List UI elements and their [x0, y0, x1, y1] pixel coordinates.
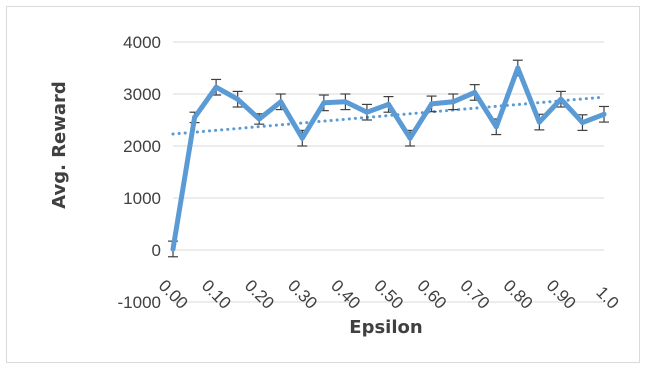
x-tick-label: 0.10 — [198, 276, 235, 313]
data-point — [256, 116, 262, 122]
x-tick-label: 0.70 — [456, 276, 493, 313]
x-tick-label: 0.20 — [241, 276, 278, 313]
line-chart: 4000 3000 2000 1000 0 -1000 0.00 0.10 0.20 0.30 0… — [49, 33, 623, 338]
y-tick-label: 1000 — [123, 189, 161, 208]
x-tick-label: 0.30 — [284, 276, 321, 313]
y-axis-title: Avg. Reward — [49, 81, 70, 209]
data-point — [278, 99, 284, 105]
y-tick-label: 2000 — [123, 137, 161, 156]
chart-frame: 4000 3000 2000 1000 0 -1000 0.00 0.10 0.20 0.30 0… — [6, 6, 640, 363]
x-tick-label: 1.0 — [592, 283, 622, 313]
y-tick-label: 3000 — [123, 85, 161, 104]
data-point — [536, 119, 542, 125]
error-bars — [168, 59, 609, 258]
data-point — [601, 111, 607, 117]
y-tick-label: -1000 — [118, 293, 161, 312]
data-point — [472, 89, 478, 95]
data-point — [321, 100, 327, 106]
data-point — [364, 109, 370, 115]
data-point — [170, 246, 176, 252]
data-point — [450, 99, 456, 105]
x-axis-ticks: 0.00 0.10 0.20 0.30 0.40 0.50 0.60 0.70 0.80 0.90… — [155, 276, 623, 313]
data-point — [386, 101, 391, 107]
data-point — [429, 101, 435, 107]
data-point — [235, 96, 241, 102]
data-point — [299, 135, 305, 141]
x-tick-label: 0.40 — [327, 276, 364, 313]
x-tick-label: 0.50 — [370, 276, 407, 313]
data-point — [213, 84, 219, 90]
data-point — [407, 135, 413, 141]
data-point — [342, 99, 348, 105]
x-tick-label: 0.80 — [500, 276, 537, 313]
data-series — [170, 65, 607, 252]
data-point — [515, 65, 521, 71]
x-tick-label: 0.90 — [543, 276, 580, 313]
data-point — [493, 124, 499, 130]
gridlines — [173, 41, 604, 303]
x-axis-title: Epsilon — [349, 317, 422, 338]
data-point — [579, 120, 585, 126]
y-tick-label: 0 — [152, 241, 161, 260]
y-tick-label: 4000 — [123, 33, 161, 52]
x-tick-label: 0.60 — [413, 276, 450, 313]
data-point — [558, 96, 564, 102]
data-point — [192, 114, 198, 120]
y-axis-ticks: 4000 3000 2000 1000 0 -1000 — [118, 33, 161, 312]
